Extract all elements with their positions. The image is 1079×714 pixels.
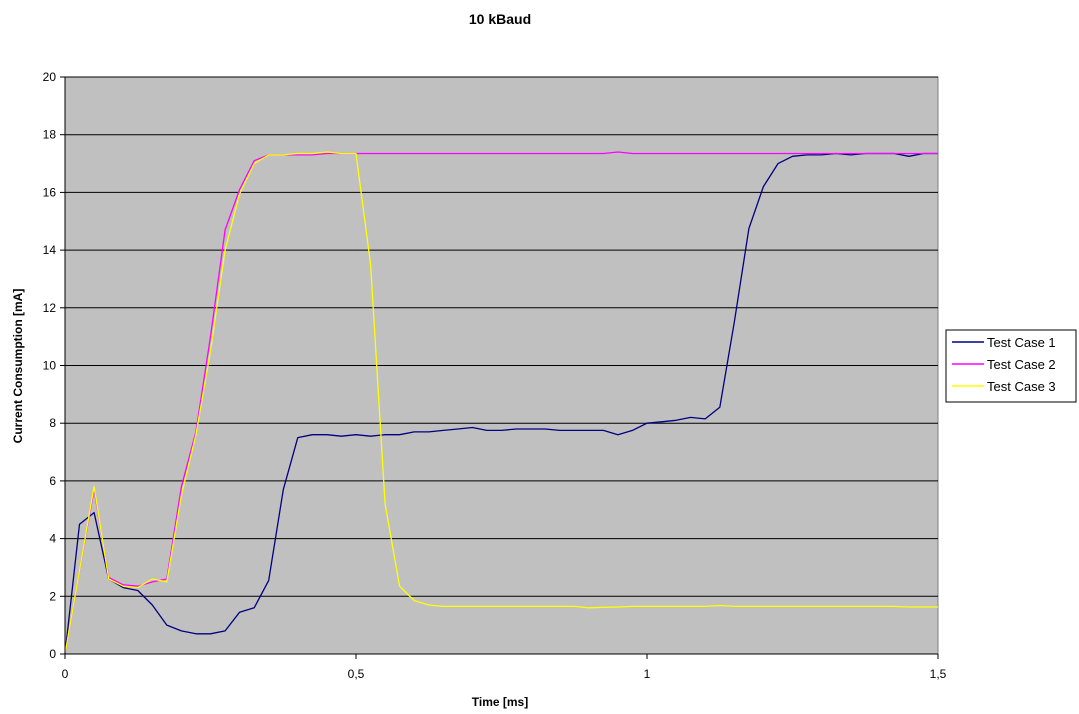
x-tick-label-2: 1 bbox=[644, 667, 651, 681]
y-tick-label-7: 14 bbox=[43, 243, 57, 257]
y-tick-label-0: 0 bbox=[49, 647, 56, 661]
y-tick-label-10: 20 bbox=[43, 70, 57, 84]
legend: Test Case 1 Test Case 2 Test Case 3 bbox=[945, 329, 1077, 403]
series-line-2 bbox=[64, 151, 938, 655]
chart-title: 10 kBaud bbox=[469, 11, 531, 27]
y-tick-label-8: 16 bbox=[43, 185, 57, 199]
y-tick-label-9: 18 bbox=[43, 128, 57, 142]
y-tick-label-3: 6 bbox=[49, 474, 56, 488]
x-tick-label-1: 0,5 bbox=[348, 667, 365, 681]
series-lines bbox=[64, 151, 938, 655]
y-axis-label: Current Consumption [mA] bbox=[11, 289, 25, 444]
x-ticks: 0 0,5 1 1,5 bbox=[62, 654, 947, 681]
legend-label-3: Test Case 3 bbox=[987, 379, 1056, 394]
y-tick-label-2: 4 bbox=[49, 532, 56, 546]
y-tick-label-1: 2 bbox=[49, 589, 56, 603]
x-tick-label-3: 1,5 bbox=[930, 667, 947, 681]
series-line-3 bbox=[64, 151, 938, 655]
x-tick-label-0: 0 bbox=[62, 667, 69, 681]
legend-items: Test Case 1 Test Case 2 Test Case 3 bbox=[952, 335, 1056, 394]
y-ticks: 0 2 4 6 8 10 12 14 16 18 20 bbox=[43, 70, 65, 661]
series-line-1 bbox=[64, 152, 938, 655]
y-tick-label-5: 10 bbox=[43, 359, 57, 373]
x-axis-label: Time [ms] bbox=[472, 695, 528, 709]
gridlines bbox=[65, 76, 938, 597]
y-tick-label-4: 8 bbox=[49, 416, 56, 430]
y-tick-label-6: 12 bbox=[43, 301, 57, 315]
legend-label-1: Test Case 1 bbox=[987, 335, 1056, 350]
legend-label-2: Test Case 2 bbox=[987, 357, 1056, 372]
